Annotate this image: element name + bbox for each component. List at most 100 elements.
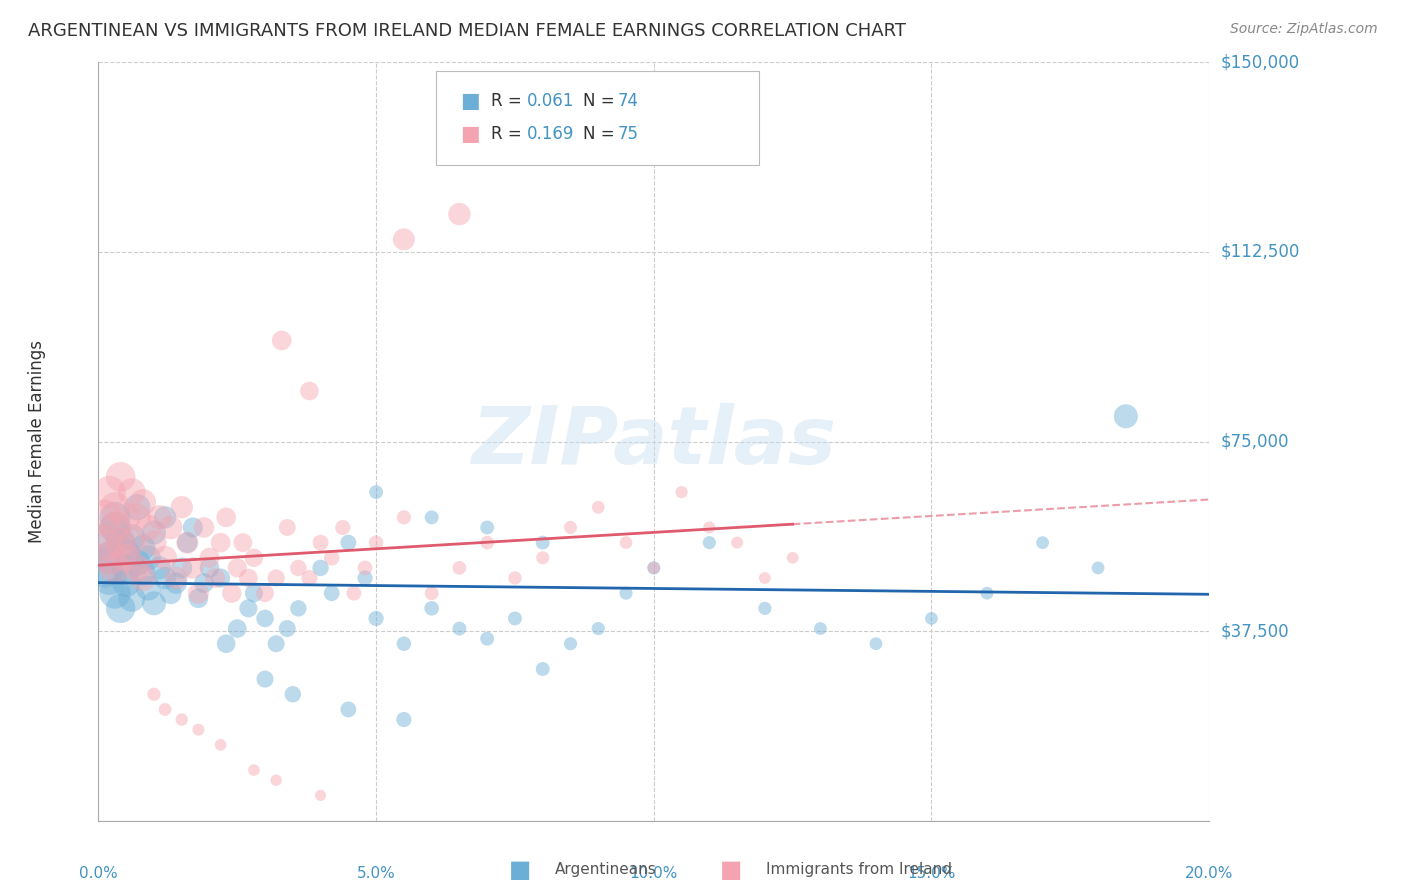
Point xyxy=(98,485,121,500)
Point xyxy=(475,535,499,549)
Point xyxy=(614,586,637,600)
Text: $75,000: $75,000 xyxy=(1220,433,1289,450)
Text: ■: ■ xyxy=(460,124,479,144)
Point xyxy=(209,571,232,585)
Point xyxy=(309,535,332,549)
Point xyxy=(209,738,232,752)
Point xyxy=(392,637,415,651)
Point xyxy=(238,601,260,615)
Point xyxy=(392,713,415,727)
Text: $150,000: $150,000 xyxy=(1220,54,1299,71)
Point xyxy=(243,763,266,777)
Point xyxy=(298,571,321,585)
Text: N =: N = xyxy=(583,92,620,110)
Point xyxy=(153,702,176,716)
Point xyxy=(287,561,309,575)
Point xyxy=(287,601,309,615)
Point xyxy=(110,470,132,484)
Point xyxy=(588,622,610,636)
Point xyxy=(699,535,721,549)
Point xyxy=(215,637,238,651)
Point xyxy=(332,520,354,534)
Text: ■: ■ xyxy=(509,858,531,881)
Point xyxy=(115,550,138,565)
Point xyxy=(148,561,170,575)
Point xyxy=(392,232,415,246)
Point xyxy=(309,561,332,575)
Point xyxy=(165,576,187,591)
Point xyxy=(264,571,287,585)
Point xyxy=(104,561,127,575)
Point xyxy=(127,561,149,575)
Text: R =: R = xyxy=(491,125,527,143)
Text: N =: N = xyxy=(583,125,620,143)
Point xyxy=(337,702,360,716)
Point xyxy=(276,622,298,636)
Text: 0.0%: 0.0% xyxy=(79,866,118,881)
Text: 10.0%: 10.0% xyxy=(630,866,678,881)
Point xyxy=(614,535,637,549)
Point xyxy=(176,535,198,549)
Point xyxy=(209,535,232,549)
Point xyxy=(253,611,276,625)
Point xyxy=(93,561,115,575)
Point xyxy=(170,713,193,727)
Point xyxy=(181,561,204,575)
Point xyxy=(253,672,276,686)
Text: Argentineans: Argentineans xyxy=(555,863,657,877)
Text: Median Female Earnings: Median Female Earnings xyxy=(28,340,46,543)
Point xyxy=(865,637,887,651)
Point xyxy=(343,586,366,600)
Point xyxy=(588,500,610,515)
Point xyxy=(121,535,143,549)
Point xyxy=(98,571,121,585)
Point xyxy=(699,520,721,534)
Point xyxy=(159,520,181,534)
Point xyxy=(671,485,693,500)
Point xyxy=(264,637,287,651)
Point xyxy=(976,586,998,600)
Point xyxy=(531,550,554,565)
Point xyxy=(475,632,499,646)
Point xyxy=(170,561,193,575)
Point xyxy=(782,550,804,565)
Text: ZIPatlas: ZIPatlas xyxy=(471,402,837,481)
Point xyxy=(187,591,209,606)
Point xyxy=(165,571,187,585)
Point xyxy=(337,535,360,549)
Point xyxy=(143,535,166,549)
Point xyxy=(920,611,942,625)
Point xyxy=(725,535,748,549)
Point xyxy=(354,571,377,585)
Point xyxy=(143,596,166,610)
Point xyxy=(176,535,198,549)
Point xyxy=(366,485,388,500)
Point xyxy=(115,576,138,591)
Point xyxy=(309,789,332,803)
Point xyxy=(110,535,132,549)
Point xyxy=(270,334,292,348)
Point xyxy=(531,535,554,549)
Point xyxy=(110,535,132,549)
Point xyxy=(93,510,115,524)
Point xyxy=(104,500,127,515)
Point xyxy=(153,550,176,565)
Point xyxy=(392,510,415,524)
Text: ARGENTINEAN VS IMMIGRANTS FROM IRELAND MEDIAN FEMALE EARNINGS CORRELATION CHART: ARGENTINEAN VS IMMIGRANTS FROM IRELAND M… xyxy=(28,22,905,40)
Point xyxy=(754,571,776,585)
Text: 5.0%: 5.0% xyxy=(357,866,395,881)
Point xyxy=(93,535,115,549)
Point xyxy=(1087,561,1109,575)
Point xyxy=(754,601,776,615)
Point xyxy=(159,586,181,600)
Point xyxy=(143,687,166,701)
Point xyxy=(121,485,143,500)
Point xyxy=(170,500,193,515)
Point xyxy=(366,611,388,625)
Point xyxy=(449,622,471,636)
Point xyxy=(420,510,443,524)
Point xyxy=(110,601,132,615)
Point xyxy=(204,571,226,585)
Point xyxy=(503,571,526,585)
Point xyxy=(198,561,221,575)
